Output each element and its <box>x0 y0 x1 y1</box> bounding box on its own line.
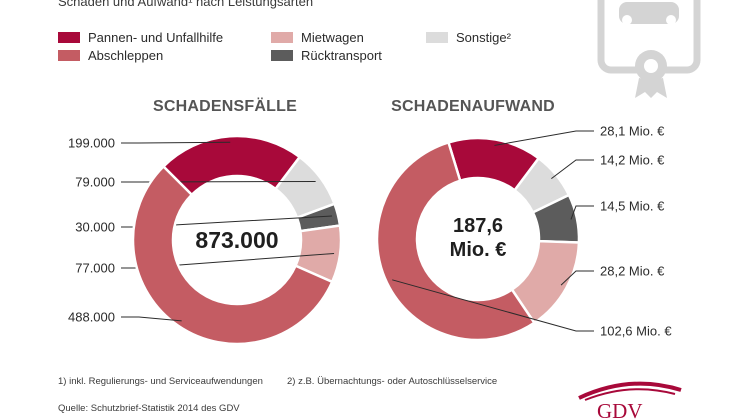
chart-title-schadensfaelle: SCHADENSFÄLLE <box>153 98 297 115</box>
slice-value-label: 14,5 Mio. € <box>600 199 665 214</box>
leader-line <box>494 130 594 146</box>
legend-item-pannen: Pannen- und Unfallhilfe <box>58 30 223 45</box>
slice-value-label: 28,2 Mio. € <box>600 264 665 279</box>
legend-label: Sonstige² <box>456 30 511 45</box>
leader-line <box>551 159 594 180</box>
chart-title-schadenaufwand: SCHADENAUFWAND <box>391 98 555 115</box>
leader-line <box>570 205 594 220</box>
legend-swatch <box>271 50 293 61</box>
legend-item-sonstige: Sonstige² <box>426 30 511 45</box>
legend-label: Mietwagen <box>301 30 364 45</box>
slice-value-label: 77.000 <box>75 261 115 276</box>
legend-item-abschleppen: Abschleppen <box>58 48 163 63</box>
legend-swatch <box>426 32 448 43</box>
donut-center-label: Mio. € <box>450 239 507 261</box>
gdv-logo: GDV <box>578 381 682 419</box>
legend-swatch <box>58 50 80 61</box>
footnote-1: 1) inkl. Regulierungs- und Serviceaufwen… <box>58 376 263 387</box>
slice-value-label: 14,2 Mio. € <box>600 153 665 168</box>
donut-slice <box>375 140 537 342</box>
legend-item-ruecktransport: Rücktransport <box>271 48 382 63</box>
slice-value-label: 28,1 Mio. € <box>600 124 665 139</box>
slice-value-label: 488.000 <box>68 310 115 325</box>
donut-slice <box>131 164 334 346</box>
leader-line <box>560 270 594 286</box>
slice-value-label: 30.000 <box>75 220 115 235</box>
legend: Pannen- und Unfallhilfe Mietwagen Sonsti… <box>58 30 578 70</box>
slice-value-label: 102,6 Mio. € <box>600 324 672 339</box>
slice-value-label: 199.000 <box>68 136 115 151</box>
legend-item-mietwagen: Mietwagen <box>271 30 364 45</box>
legend-swatch <box>271 32 293 43</box>
car-certificate-icon <box>597 0 701 98</box>
leader-line <box>121 316 182 322</box>
legend-label: Pannen- und Unfallhilfe <box>88 30 224 45</box>
logo-text: GDV <box>597 399 643 419</box>
source-note: Quelle: Schutzbrief-Statistik 2014 des G… <box>58 403 240 414</box>
legend-swatch <box>58 32 80 43</box>
legend-label: Abschleppen <box>88 48 164 63</box>
leader-line <box>121 141 231 144</box>
leader-line <box>392 279 594 332</box>
slice-value-label: 79.000 <box>75 175 115 190</box>
donut-center-label: 187,6 <box>453 215 503 237</box>
legend-label: Rücktransport <box>301 48 382 63</box>
donut-center-label: 873.000 <box>195 227 278 253</box>
footnote-2: 2) z.B. Übernachtungs- oder Autoschlüsse… <box>287 376 498 387</box>
chart-subtitle: Schaden und Aufwand¹ nach Leistungsarten <box>58 0 314 9</box>
